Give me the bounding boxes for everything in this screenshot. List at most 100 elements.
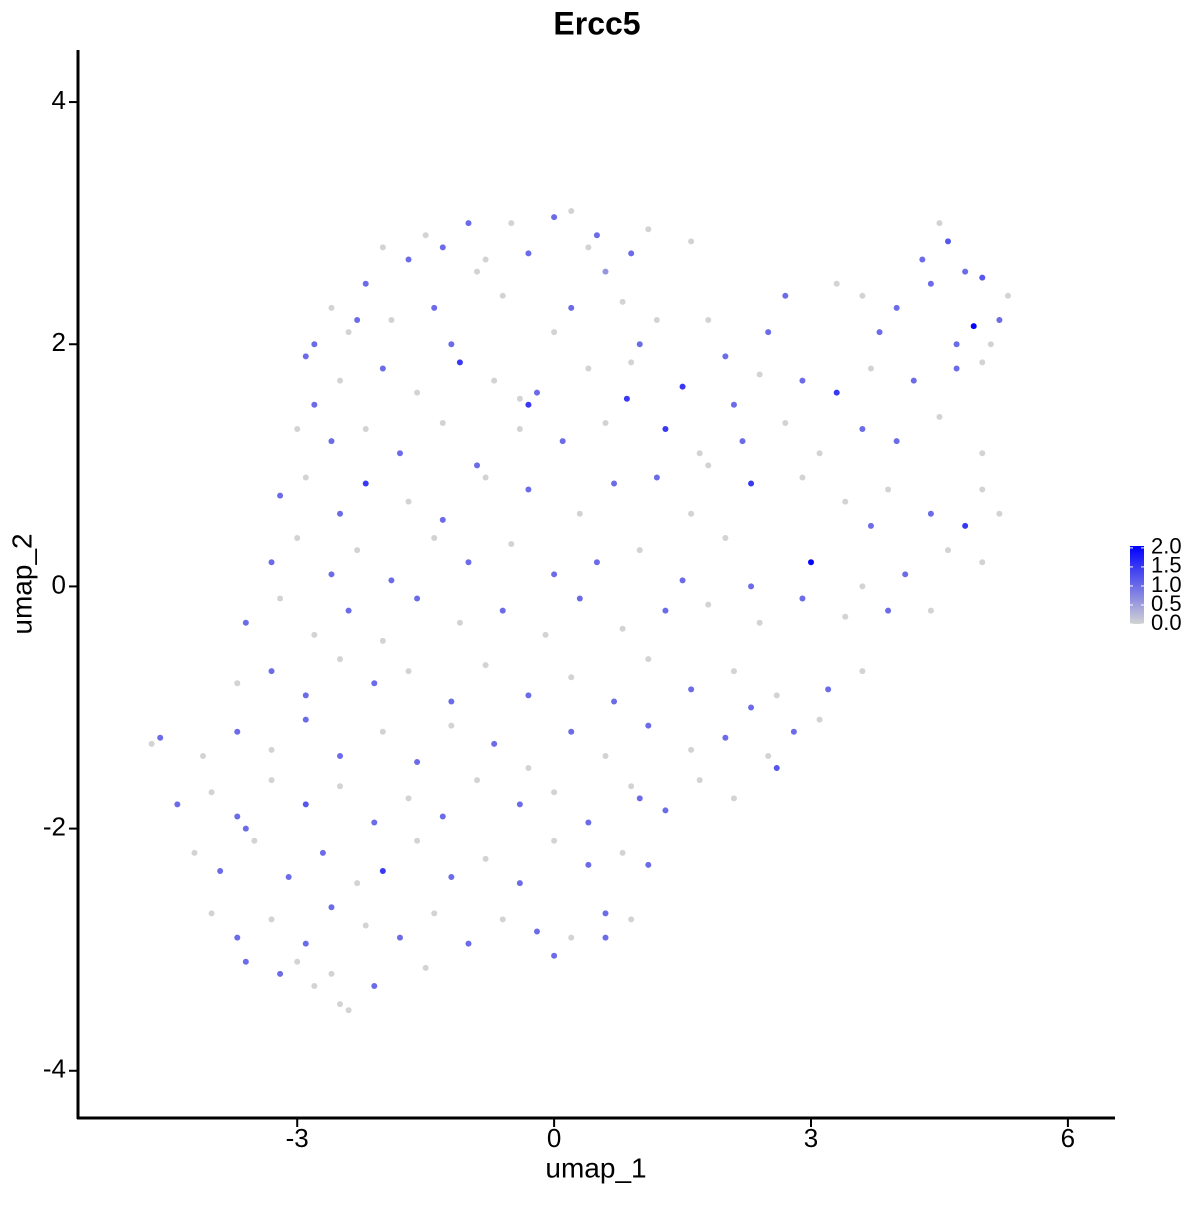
cell-point [191, 849, 198, 856]
cell-point [688, 238, 695, 245]
cell-point [379, 867, 386, 874]
cell-point [936, 220, 943, 227]
cell-point [782, 292, 789, 299]
cell-point [979, 359, 986, 366]
cell-point [688, 746, 695, 753]
cell-point [268, 559, 275, 566]
cell-point [722, 734, 729, 741]
cell-point [371, 819, 378, 826]
cell-point [431, 534, 438, 541]
cell-point [953, 365, 960, 372]
cell-point [636, 547, 643, 554]
cell-point [499, 292, 506, 299]
cell-point [525, 486, 532, 493]
cell-point [551, 329, 558, 336]
cell-point [354, 317, 361, 324]
cell-point [619, 298, 626, 305]
cell-point [396, 450, 403, 457]
cell-point [456, 619, 463, 626]
x-tick-label: -3 [286, 1123, 309, 1153]
cell-point [491, 740, 498, 747]
cell-point [568, 208, 575, 215]
cell-point [765, 329, 772, 336]
cell-point [979, 274, 986, 281]
cell-point [799, 377, 806, 384]
cell-point [362, 480, 369, 487]
cell-point [748, 480, 755, 487]
cell-point [268, 668, 275, 675]
cell-point [816, 716, 823, 723]
cell-point [337, 1001, 344, 1008]
cell-point [362, 426, 369, 433]
cell-point [371, 983, 378, 990]
cell-point [859, 583, 866, 590]
cell-point [242, 619, 249, 626]
cell-point [448, 698, 455, 705]
cell-point [867, 522, 874, 529]
y-tick-label: 0 [52, 569, 66, 599]
cell-point [337, 752, 344, 759]
cell-point [525, 401, 532, 408]
cell-point [431, 304, 438, 311]
cell-point [722, 534, 729, 541]
cell-point [996, 317, 1003, 324]
chart-title: Ercc5 [553, 5, 640, 41]
cell-point [602, 910, 609, 917]
cell-point [910, 377, 917, 384]
colorbar-label: 1.0 [1151, 572, 1182, 597]
cell-point [979, 559, 986, 566]
cell-point [585, 819, 592, 826]
cell-point [748, 704, 755, 711]
colorbar-label: 0.5 [1151, 591, 1182, 616]
cell-point [1004, 292, 1011, 299]
cell-point [268, 746, 275, 753]
cell-point [208, 910, 215, 917]
cell-point [439, 419, 446, 426]
cell-point [217, 867, 224, 874]
cell-point [602, 268, 609, 275]
cell-point [474, 777, 481, 784]
cell-point [611, 698, 618, 705]
cell-point [328, 970, 335, 977]
cell-point [705, 317, 712, 324]
cell-point [859, 668, 866, 675]
cell-point [474, 268, 481, 275]
cell-point [748, 583, 755, 590]
cell-point [371, 680, 378, 687]
cell-point [516, 801, 523, 808]
cell-point [602, 419, 609, 426]
colorbar-label: 0.0 [1151, 610, 1182, 635]
cell-point [337, 510, 344, 517]
cell-point [516, 426, 523, 433]
cell-point [662, 426, 669, 433]
cell-point [996, 510, 1003, 517]
cell-point [405, 256, 412, 263]
cell-point [405, 795, 412, 802]
cell-point [362, 280, 369, 287]
cell-point [593, 232, 600, 239]
cell-point [465, 559, 472, 566]
cell-point [405, 498, 412, 505]
cell-point [396, 934, 403, 941]
cell-point [593, 559, 600, 566]
cell-point [268, 777, 275, 784]
cell-point [362, 922, 369, 929]
cell-point [542, 631, 549, 638]
cell-point [482, 474, 489, 481]
cell-point [568, 728, 575, 735]
cell-point [782, 419, 789, 426]
cell-point [234, 680, 241, 687]
cell-point [636, 341, 643, 348]
cell-point [551, 837, 558, 844]
cell-point [962, 522, 969, 529]
cell-point [474, 462, 481, 469]
cell-point [551, 571, 558, 578]
cell-point [636, 795, 643, 802]
cell-point [559, 438, 566, 445]
cell-point [945, 238, 952, 245]
cell-point [302, 801, 309, 808]
cell-point [730, 795, 737, 802]
cell-point [705, 462, 712, 469]
cell-point [302, 474, 309, 481]
